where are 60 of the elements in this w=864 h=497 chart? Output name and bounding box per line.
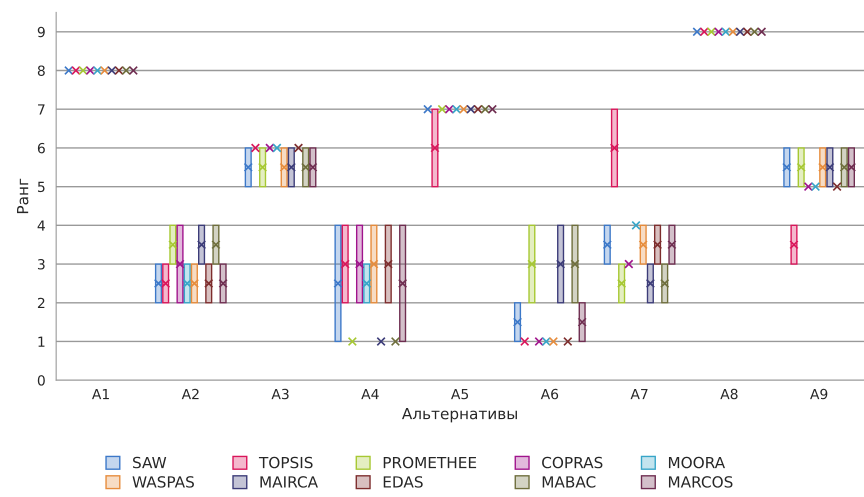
x-tick-label: A8: [720, 388, 738, 400]
x-tick-label: A5: [451, 388, 468, 400]
legend-label: SAW: [133, 456, 166, 468]
legend-label: PROMETHEE: [384, 456, 476, 468]
bar: [604, 224, 611, 265]
legend-label: EDAS: [384, 476, 423, 488]
bar: [334, 224, 342, 342]
x-tick-label: A1: [92, 388, 109, 400]
bar: [302, 147, 310, 188]
bar: [640, 224, 647, 265]
legend-label: MAIRCA: [260, 476, 318, 488]
bar: [431, 108, 439, 188]
bar: [840, 147, 848, 188]
legend-label: MOORA: [668, 456, 726, 468]
x-tick-label: A4: [361, 388, 379, 400]
bar: [668, 224, 676, 265]
legend-label: WASPAS: [132, 476, 194, 488]
legend-label: MARCOS: [668, 476, 732, 488]
bar: [654, 224, 662, 265]
bar: [356, 224, 364, 304]
x-tick-label: A7: [630, 388, 648, 400]
y-tick-label: 3: [38, 259, 45, 270]
bar: [184, 263, 191, 304]
y-tick-label: 0: [38, 375, 45, 386]
y-tick-label: 1: [38, 336, 44, 347]
bar: [399, 224, 406, 342]
y-tick-label: 4: [38, 220, 45, 231]
y-tick-label: 8: [38, 65, 45, 76]
legend-label: MABAC: [542, 476, 596, 488]
bar: [528, 224, 536, 304]
legend-label: COPRAS: [542, 456, 602, 468]
bar: [790, 224, 798, 265]
bar: [205, 263, 212, 304]
bar: [176, 224, 184, 304]
y-tick-label: 2: [38, 298, 44, 308]
bar: [198, 224, 206, 265]
bar: [384, 224, 392, 304]
bar: [571, 224, 579, 304]
bar: [244, 147, 252, 188]
y-tick-label: 9: [38, 26, 45, 38]
x-tick-label: A6: [540, 388, 558, 400]
x-tick-label: A2: [182, 388, 199, 400]
x-axis-title: Альтернативы: [402, 408, 517, 422]
bar: [212, 224, 220, 265]
bar: [557, 224, 564, 304]
bar: [610, 108, 618, 188]
bar: [342, 224, 349, 304]
y-tick-label: 7: [38, 104, 45, 114]
bar: [783, 147, 790, 188]
bar: [370, 224, 378, 304]
y-tick-label: 6: [38, 142, 45, 154]
x-tick-label: A9: [810, 388, 828, 400]
bar: [848, 147, 855, 188]
bar: [661, 263, 668, 304]
bar: [819, 147, 826, 188]
x-tick-label: A3: [272, 388, 289, 400]
legend-label: TOPSIS: [258, 456, 313, 468]
bar: [363, 263, 370, 304]
y-axis-title: Ранг: [17, 178, 28, 214]
y-tick-label: 5: [38, 182, 45, 192]
